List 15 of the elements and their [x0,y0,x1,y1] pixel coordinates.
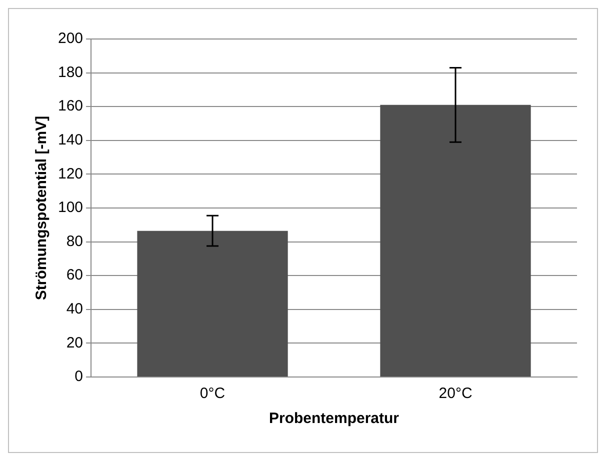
y-tick-label: 20 [66,334,84,352]
y-tick-label: 140 [58,132,84,149]
x-axis-title: Probentemperatur [269,410,400,428]
y-tick-label: 60 [66,266,84,284]
y-axis-title: Strömungspotential [-mV] [33,116,50,300]
x-tick-label: 20°C [438,385,472,402]
y-tick-label: 120 [58,165,84,182]
y-tick-label: 100 [58,199,84,216]
y-tick-label: 180 [58,64,84,81]
y-tick-label: 80 [66,232,84,250]
y-tick-label: 200 [58,30,84,48]
y-tick-label: 0 [74,368,84,386]
y-tick-label: 40 [66,300,84,318]
x-tick-label: 0°C [200,385,226,402]
y-tick-label: 160 [58,98,84,115]
